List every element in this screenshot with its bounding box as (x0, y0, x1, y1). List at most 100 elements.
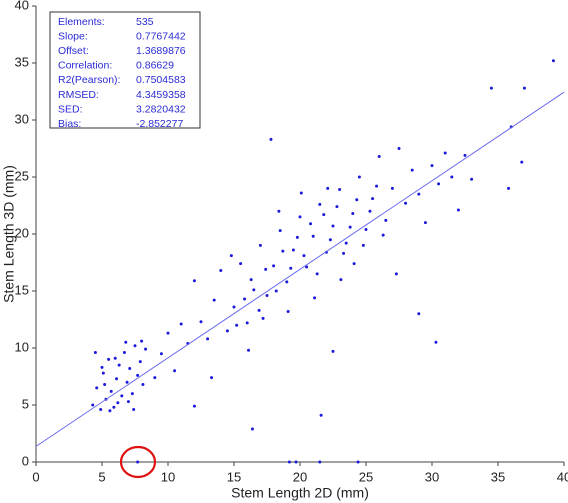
point (364, 227, 368, 231)
point (342, 251, 346, 255)
point (344, 241, 348, 245)
point (286, 310, 290, 314)
point (269, 137, 273, 141)
point (128, 367, 132, 371)
x-tick-label: 40 (557, 469, 568, 484)
stat-label: SED: (58, 103, 83, 115)
point (331, 349, 335, 353)
point (133, 344, 137, 348)
point (117, 363, 121, 367)
point (285, 280, 289, 284)
point (352, 262, 356, 266)
point (355, 198, 359, 202)
stat-label: Slope: (58, 30, 88, 42)
point (397, 147, 401, 150)
point (437, 182, 441, 186)
stat-value: 4.3459358 (136, 89, 186, 101)
point (103, 382, 107, 386)
point (456, 208, 460, 212)
point (371, 197, 375, 201)
x-tick-label: 10 (161, 469, 175, 484)
point (470, 177, 474, 181)
point (489, 86, 493, 90)
point (291, 248, 295, 252)
point (278, 229, 282, 233)
point (338, 188, 342, 192)
y-tick-label: 25 (15, 168, 29, 183)
point (91, 403, 95, 407)
point (173, 369, 177, 373)
point (289, 266, 293, 270)
point (141, 382, 145, 386)
point (212, 298, 216, 302)
stat-label: Offset: (58, 45, 89, 57)
y-axis-label: Stem Length 3D (mm) (1, 165, 17, 303)
point (225, 329, 229, 333)
y-tick-label: 20 (15, 225, 29, 240)
point (339, 278, 343, 282)
point (232, 305, 236, 309)
point (434, 340, 438, 344)
point (410, 168, 414, 172)
point (302, 254, 306, 258)
point (239, 262, 243, 266)
point (199, 320, 203, 324)
stats-box (49, 11, 201, 129)
point (108, 409, 112, 413)
point (274, 289, 278, 293)
point (375, 184, 379, 188)
point (124, 340, 128, 344)
point (140, 339, 144, 343)
stat-label: RMSED: (58, 89, 99, 101)
point (112, 405, 116, 409)
point (295, 235, 299, 239)
point (368, 209, 372, 213)
point (319, 413, 323, 417)
point (100, 365, 104, 369)
point (357, 175, 361, 179)
annotation-circle (119, 445, 157, 479)
point (136, 460, 140, 464)
y-tick-label: 0 (22, 453, 29, 468)
point (210, 376, 214, 380)
stat-label: R2(Pearson): (58, 74, 120, 86)
point (335, 205, 339, 209)
point (136, 373, 140, 377)
point (261, 316, 265, 320)
stat-value: 0.7767442 (136, 30, 186, 42)
point (384, 218, 388, 222)
x-axis-label: Stem Length 2D (mm) (231, 485, 369, 501)
point (298, 215, 302, 219)
stat-value: 535 (136, 16, 154, 28)
point (404, 201, 408, 205)
point (192, 279, 196, 283)
y-tick-label: 15 (15, 282, 29, 297)
point (313, 296, 317, 300)
point (361, 243, 365, 247)
point (101, 371, 105, 375)
point (309, 222, 313, 226)
point (120, 394, 124, 398)
point (153, 376, 157, 380)
point (394, 272, 398, 276)
stat-label: Elements: (58, 16, 105, 28)
point (322, 213, 326, 217)
point (138, 360, 142, 364)
y-tick-label: 35 (15, 54, 29, 69)
point (258, 243, 262, 247)
point (235, 323, 239, 327)
point (331, 224, 335, 228)
x-tick-label: 15 (227, 469, 241, 484)
point (109, 389, 113, 393)
point (132, 408, 136, 412)
point (126, 400, 130, 404)
point (245, 321, 249, 325)
point (520, 160, 524, 164)
point (299, 191, 303, 195)
point (443, 151, 447, 155)
point (249, 278, 253, 282)
point (326, 186, 330, 190)
stat-value: 1.3689876 (136, 45, 186, 57)
